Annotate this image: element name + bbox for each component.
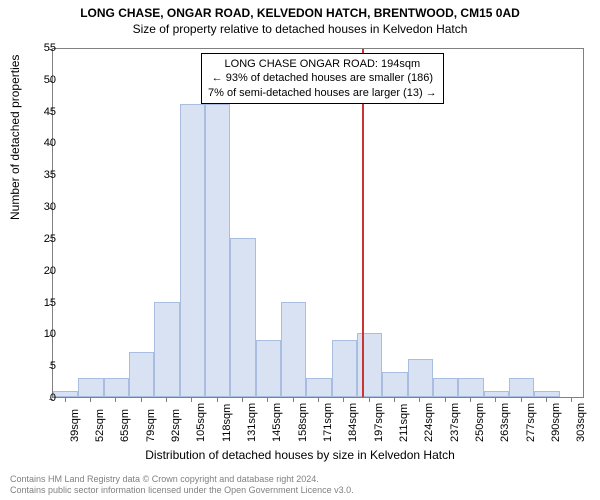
x-tick-label: 131sqm [246,403,258,442]
footer-attribution: Contains HM Land Registry data © Crown c… [10,474,354,496]
histogram-bar [534,391,559,397]
annotation-line2: ← 93% of detached houses are smaller (18… [208,71,437,85]
x-tick-label: 39sqm [69,409,81,442]
histogram-bar [129,352,154,397]
y-tick-label: 55 [44,42,56,54]
y-tick-label: 25 [44,233,56,245]
x-tick-label: 277sqm [525,403,537,442]
histogram-bar [509,378,534,397]
x-tick-label: 65sqm [119,409,131,442]
x-tick-label: 145sqm [271,403,283,442]
x-tick-label: 237sqm [449,403,461,442]
x-tick-label: 118sqm [221,404,233,442]
x-tick-label: 303sqm [575,403,587,442]
histogram-bar [408,359,433,397]
histogram-bar [154,302,179,397]
chart-title-line2: Size of property relative to detached ho… [0,20,600,36]
histogram-bar [306,378,331,397]
y-tick-label: 15 [44,297,56,309]
x-tick-label: 171sqm [322,403,334,442]
histogram-bar [104,378,129,397]
histogram-bar [78,378,103,397]
x-tick-label: 224sqm [423,403,435,442]
histogram-bar [53,391,78,397]
x-tick-label: 158sqm [297,403,309,442]
histogram-bar [484,391,509,397]
histogram-bar [230,238,255,397]
y-tick-label: 45 [44,106,56,118]
y-tick-label: 30 [44,201,56,213]
x-tick-label: 52sqm [94,409,106,442]
y-tick-label: 40 [44,137,56,149]
histogram-bar [433,378,458,397]
histogram-bar [281,302,306,397]
histogram-bar [382,372,407,397]
annotation-line3: 7% of semi-detached houses are larger (1… [208,86,437,100]
x-tick-label: 197sqm [373,403,385,442]
y-axis-label: Number of detached properties [8,55,22,220]
y-tick-label: 20 [44,265,56,277]
y-tick-label: 35 [44,169,56,181]
chart-plot-area: LONG CHASE ONGAR ROAD: 194sqm← 93% of de… [52,48,584,398]
histogram-bar [357,333,382,397]
x-tick-label: 290sqm [550,403,562,442]
y-tick-label: 10 [44,328,56,340]
footer-line2: Contains public sector information licen… [10,485,354,496]
footer-line1: Contains HM Land Registry data © Crown c… [10,474,354,485]
histogram-bar [256,340,281,397]
y-tick-label: 50 [44,74,56,86]
y-tick-label: 5 [50,360,56,372]
histogram-bar [332,340,357,397]
x-tick-label: 79sqm [145,409,157,442]
x-axis-label: Distribution of detached houses by size … [0,448,600,462]
x-tick-label: 184sqm [347,403,359,442]
x-tick-label: 105sqm [195,403,207,442]
y-tick-label: 0 [50,392,56,404]
chart-title-line1: LONG CHASE, ONGAR ROAD, KELVEDON HATCH, … [0,0,600,20]
x-tick-label: 263sqm [499,403,511,442]
x-tick-label: 92sqm [170,409,182,442]
annotation-box: LONG CHASE ONGAR ROAD: 194sqm← 93% of de… [201,53,444,104]
histogram-bar [180,104,205,397]
histogram-bar [205,104,230,397]
x-tick-label: 250sqm [474,403,486,442]
annotation-line1: LONG CHASE ONGAR ROAD: 194sqm [208,57,437,71]
histogram-bar [458,378,483,397]
x-tick-label: 211sqm [398,404,410,442]
